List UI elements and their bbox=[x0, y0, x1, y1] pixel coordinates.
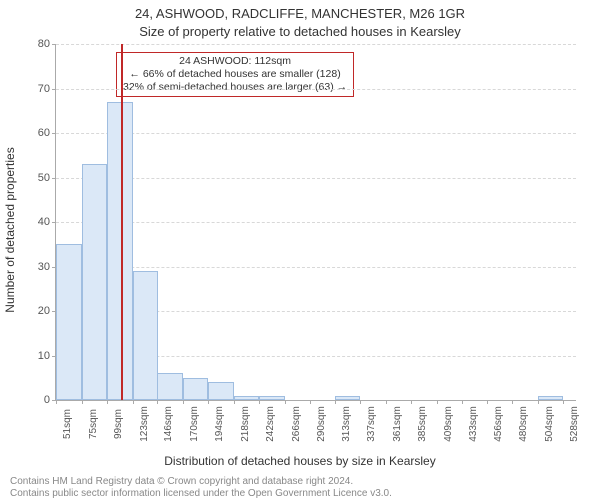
footer-line1: Contains HM Land Registry data © Crown c… bbox=[10, 476, 392, 488]
xtick-mark bbox=[82, 400, 83, 404]
histogram-bar bbox=[208, 382, 234, 400]
xtick-label: 194sqm bbox=[208, 406, 225, 442]
annotation-line2: ← 66% of detached houses are smaller (12… bbox=[123, 68, 347, 81]
xtick-mark bbox=[56, 400, 57, 404]
xtick-label: 290sqm bbox=[310, 406, 327, 442]
xtick-mark bbox=[157, 400, 158, 404]
xtick-label: 385sqm bbox=[411, 406, 428, 442]
xtick-mark bbox=[208, 400, 209, 404]
xtick-label: 99sqm bbox=[107, 409, 124, 439]
xtick-label: 242sqm bbox=[259, 406, 276, 442]
grid-line bbox=[56, 44, 576, 45]
ytick-label: 10 bbox=[38, 350, 56, 362]
grid-line bbox=[56, 267, 576, 268]
ytick-label: 30 bbox=[38, 261, 56, 273]
xtick-label: 266sqm bbox=[285, 406, 302, 442]
histogram-bar bbox=[234, 396, 260, 400]
histogram-bar bbox=[157, 373, 183, 400]
grid-line bbox=[56, 222, 576, 223]
page-root: 24, ASHWOOD, RADCLIFFE, MANCHESTER, M26 … bbox=[0, 0, 600, 500]
histogram-bar bbox=[133, 271, 159, 400]
xtick-mark bbox=[107, 400, 108, 404]
xtick-label: 51sqm bbox=[56, 409, 73, 439]
histogram-bar bbox=[259, 396, 285, 400]
xtick-mark bbox=[310, 400, 311, 404]
histogram-bar bbox=[538, 396, 564, 400]
xtick-mark bbox=[386, 400, 387, 404]
xtick-mark bbox=[183, 400, 184, 404]
xtick-label: 123sqm bbox=[133, 406, 150, 442]
grid-line bbox=[56, 89, 576, 90]
xtick-label: 75sqm bbox=[82, 409, 99, 439]
xtick-mark bbox=[133, 400, 134, 404]
xtick-mark bbox=[360, 400, 361, 404]
xtick-mark bbox=[411, 400, 412, 404]
xtick-mark bbox=[538, 400, 539, 404]
xtick-label: 146sqm bbox=[157, 406, 174, 442]
y-axis-label: Number of detached properties bbox=[3, 147, 17, 312]
xtick-label: 361sqm bbox=[386, 406, 403, 442]
xtick-label: 218sqm bbox=[234, 406, 251, 442]
chart-title-line1: 24, ASHWOOD, RADCLIFFE, MANCHESTER, M26 … bbox=[0, 6, 600, 21]
chart-title-line2: Size of property relative to detached ho… bbox=[0, 24, 600, 39]
histogram-bar bbox=[335, 396, 361, 400]
xtick-label: 313sqm bbox=[335, 406, 352, 442]
ytick-label: 70 bbox=[38, 83, 56, 95]
footer-attribution: Contains HM Land Registry data © Crown c… bbox=[10, 476, 392, 500]
ytick-label: 60 bbox=[38, 127, 56, 139]
xtick-mark bbox=[487, 400, 488, 404]
annotation-box: 24 ASHWOOD: 112sqm ← 66% of detached hou… bbox=[116, 52, 354, 97]
ytick-label: 0 bbox=[44, 394, 56, 406]
x-axis-label: Distribution of detached houses by size … bbox=[0, 454, 600, 468]
xtick-label: 480sqm bbox=[512, 406, 529, 442]
ytick-label: 20 bbox=[38, 305, 56, 317]
histogram-bar bbox=[183, 378, 209, 400]
xtick-label: 409sqm bbox=[437, 406, 454, 442]
xtick-label: 433sqm bbox=[462, 406, 479, 442]
xtick-mark bbox=[335, 400, 336, 404]
histogram-bar bbox=[107, 102, 133, 400]
histogram-bar bbox=[56, 244, 82, 400]
ytick-label: 40 bbox=[38, 216, 56, 228]
subject-marker-line bbox=[121, 44, 123, 400]
xtick-mark bbox=[259, 400, 260, 404]
xtick-mark bbox=[462, 400, 463, 404]
xtick-label: 528sqm bbox=[563, 406, 580, 442]
xtick-mark bbox=[234, 400, 235, 404]
grid-line bbox=[56, 133, 576, 134]
xtick-mark bbox=[285, 400, 286, 404]
histogram-bar bbox=[82, 164, 108, 400]
xtick-label: 456sqm bbox=[487, 406, 504, 442]
grid-line bbox=[56, 178, 576, 179]
xtick-mark bbox=[437, 400, 438, 404]
footer-line2: Contains public sector information licen… bbox=[10, 488, 392, 500]
xtick-label: 504sqm bbox=[538, 406, 555, 442]
plot-area: 24 ASHWOOD: 112sqm ← 66% of detached hou… bbox=[55, 44, 576, 401]
xtick-mark bbox=[563, 400, 564, 404]
ytick-label: 50 bbox=[38, 172, 56, 184]
annotation-line1: 24 ASHWOOD: 112sqm bbox=[123, 55, 347, 68]
xtick-label: 170sqm bbox=[183, 406, 200, 442]
xtick-mark bbox=[512, 400, 513, 404]
xtick-label: 337sqm bbox=[360, 406, 377, 442]
ytick-label: 80 bbox=[38, 38, 56, 50]
